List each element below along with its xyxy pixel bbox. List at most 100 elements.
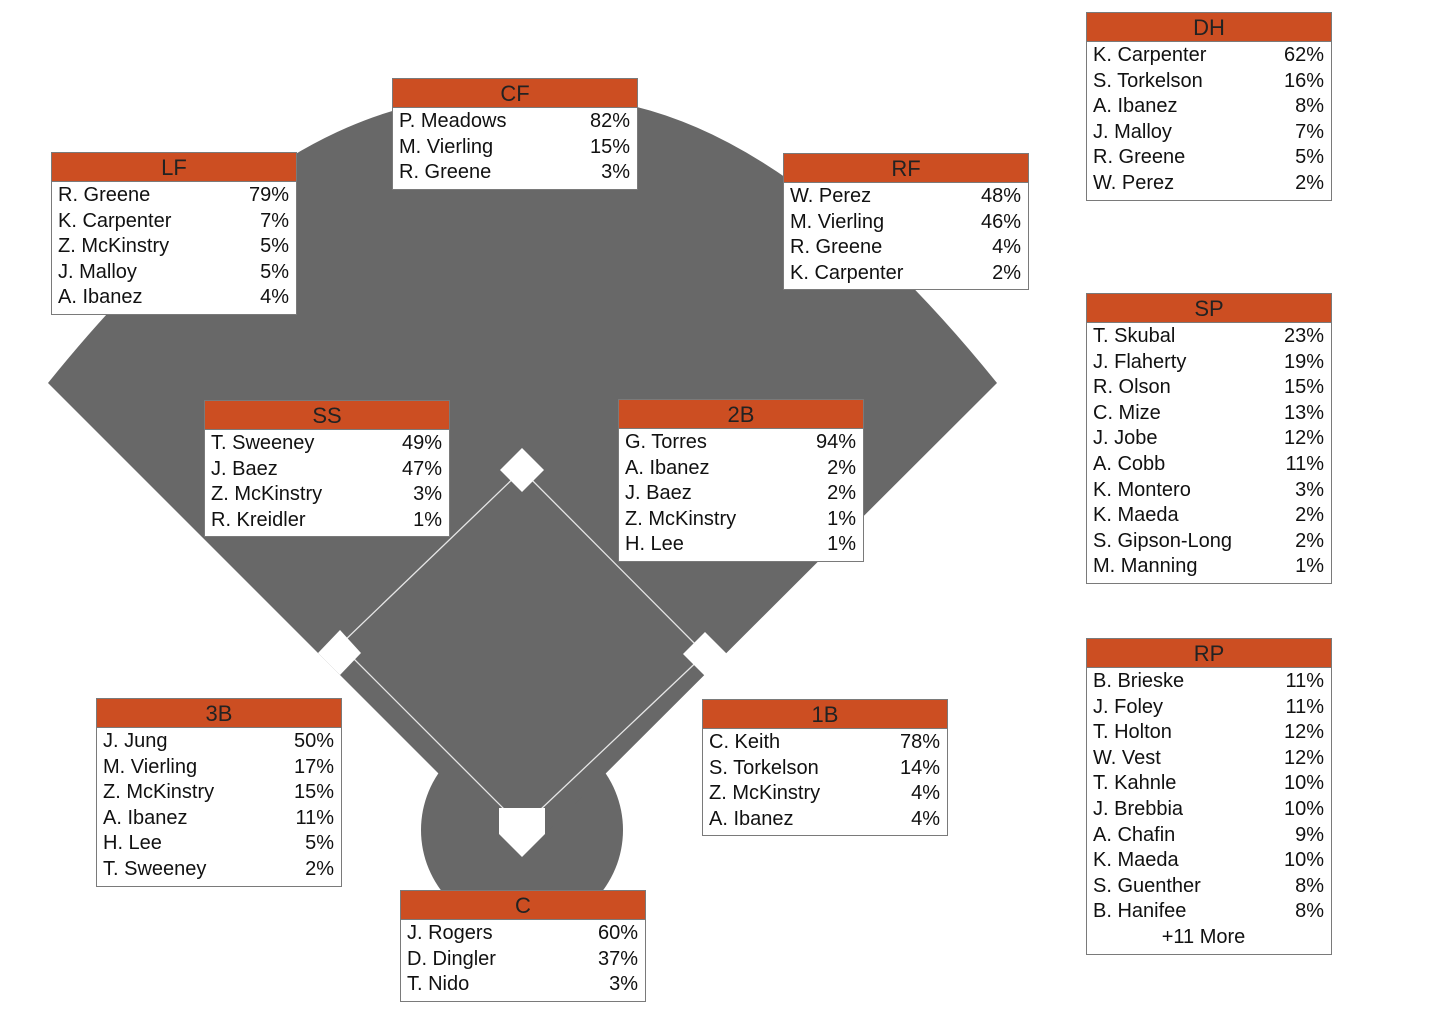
player-pct: 1%	[827, 507, 856, 530]
player-list-2b: G. Torres 94% A. Ibanez 2% J. Baez 2% Z. Mc…	[619, 429, 863, 561]
player-row: S. Guenther 8%	[1093, 874, 1324, 900]
second-base	[500, 448, 544, 492]
player-pct: 19%	[1283, 350, 1324, 373]
player-row: K. Maeda 10%	[1093, 848, 1324, 874]
player-row: J. Jung 50%	[103, 729, 334, 755]
player-row: J. Baez 2%	[625, 481, 856, 507]
player-row: Z. McKinstry 4%	[709, 781, 940, 807]
player-name: B. Hanifee	[1093, 900, 1187, 923]
position-label-c: C	[401, 891, 645, 920]
player-name: W. Perez	[790, 185, 872, 207]
player-name: A. Ibanez	[1093, 95, 1178, 118]
player-name: A. Ibanez	[58, 286, 143, 309]
position-card-c: C J. Rogers 60% D. Dingler 37% T. Nido 3%	[400, 890, 646, 1002]
player-pct: 8%	[1295, 900, 1324, 923]
player-name: K. Carpenter	[58, 209, 172, 232]
player-row: Z. McKinstry 3%	[211, 482, 442, 508]
player-name: K. Montero	[1093, 478, 1191, 501]
player-name: S. Gipson-Long	[1093, 529, 1232, 552]
player-name: K. Maeda	[1093, 849, 1179, 872]
player-name: S. Torkelson	[1093, 69, 1203, 92]
player-name: J. Jung	[103, 730, 168, 752]
player-row: T. Holton 12%	[1093, 720, 1324, 746]
player-name: Z. McKinstry	[211, 483, 323, 506]
position-card-rf: RF W. Perez 48% M. Vierling 46% R. Greene 4…	[783, 153, 1029, 291]
player-list-cf: P. Meadows 82% M. Vierling 15% R. Greene 3%	[393, 108, 637, 189]
player-name: Z. McKinstry	[625, 507, 737, 530]
player-name: J. Flaherty	[1093, 350, 1187, 373]
position-label-2b: 2B	[619, 400, 863, 429]
player-list-dh: K. Carpenter 62% S. Torkelson 16% A. Ibane…	[1087, 42, 1331, 200]
position-label-lf: LF	[52, 153, 296, 182]
player-pct: 2%	[827, 456, 856, 479]
position-card-cf: CF P. Meadows 82% M. Vierling 15% R. Green…	[392, 78, 638, 190]
player-name: A. Ibanez	[625, 456, 710, 479]
player-pct: 4%	[992, 236, 1021, 259]
player-row: G. Torres 94%	[625, 430, 856, 456]
player-pct: 60%	[597, 922, 638, 944]
player-list-ss: T. Sweeney 49% J. Baez 47% Z. McKinstry 3% …	[205, 430, 449, 536]
player-row: T. Sweeney 2%	[103, 857, 334, 883]
position-label-ss: SS	[205, 401, 449, 430]
player-list-3b: J. Jung 50% M. Vierling 17% Z. McKinstry 15…	[97, 728, 341, 886]
player-name: K. Maeda	[1093, 504, 1179, 527]
player-pct: 49%	[401, 432, 442, 454]
player-row: W. Vest 12%	[1093, 746, 1324, 772]
player-name: T. Skubal	[1093, 325, 1176, 347]
player-pct: 5%	[1295, 146, 1324, 169]
player-name: J. Baez	[625, 482, 692, 505]
player-row: R. Kreidler 1%	[211, 508, 442, 534]
player-row: B. Brieske 11%	[1093, 669, 1324, 695]
player-name: R. Greene	[790, 236, 883, 259]
player-name: J. Jobe	[1093, 427, 1158, 450]
player-pct: 3%	[609, 973, 638, 996]
player-row: A. Ibanez 4%	[58, 285, 289, 311]
player-row: T. Kahnle 10%	[1093, 771, 1324, 797]
player-pct: 15%	[589, 135, 630, 158]
player-pct: 23%	[1283, 325, 1324, 347]
position-card-dh: DH K. Carpenter 62% S. Torkelson 16% A. Ib…	[1086, 12, 1332, 201]
player-row: B. Hanifee 8%	[1093, 899, 1324, 925]
player-pct: 12%	[1283, 721, 1324, 744]
player-row: C. Mize 13%	[1093, 401, 1324, 427]
player-name: T. Nido	[407, 973, 470, 996]
player-row: T. Skubal 23%	[1093, 324, 1324, 350]
player-name: Z. McKinstry	[58, 235, 170, 258]
player-row: R. Greene 4%	[790, 235, 1021, 261]
player-row: J. Malloy 5%	[58, 260, 289, 286]
player-pct: 5%	[260, 235, 289, 258]
player-row: M. Vierling 15%	[399, 135, 630, 161]
position-card-2b: 2B G. Torres 94% A. Ibanez 2% J. Baez 2% Z.…	[618, 399, 864, 562]
player-row: A. Cobb 11%	[1093, 452, 1324, 478]
player-name: Z. McKinstry	[103, 781, 215, 804]
player-row: W. Perez 48%	[790, 184, 1021, 210]
player-row: J. Foley 11%	[1093, 695, 1324, 721]
player-row: J. Rogers 60%	[407, 921, 638, 947]
player-row: H. Lee 5%	[103, 831, 334, 857]
player-pct: 94%	[815, 431, 856, 453]
position-label-dh: DH	[1087, 13, 1331, 42]
player-name: M. Vierling	[399, 135, 494, 158]
more-players-link[interactable]: +11 More	[1161, 925, 1246, 948]
player-name: C. Keith	[709, 731, 781, 753]
player-name: H. Lee	[103, 832, 162, 855]
player-list-lf: R. Greene 79% K. Carpenter 7% Z. McKinstry…	[52, 182, 296, 314]
position-card-1b: 1B C. Keith 78% S. Torkelson 14% Z. McKins…	[702, 699, 948, 837]
player-pct: 50%	[293, 730, 334, 752]
player-row: T. Sweeney 49%	[211, 431, 442, 457]
player-name: G. Torres	[625, 431, 707, 453]
player-name: J. Foley	[1093, 695, 1164, 718]
player-list-1b: C. Keith 78% S. Torkelson 14% Z. McKinstry…	[703, 729, 947, 835]
first-base	[683, 632, 727, 676]
player-pct: 11%	[1285, 670, 1324, 692]
player-pct: 48%	[980, 185, 1021, 207]
player-name: B. Brieske	[1093, 670, 1185, 692]
player-name: D. Dingler	[407, 947, 496, 970]
player-name: A. Chafin	[1093, 823, 1176, 846]
player-list-rp: B. Brieske 11% J. Foley 11% T. Holton 12% W…	[1087, 668, 1331, 954]
home-plate	[499, 808, 545, 857]
player-list-rf: W. Perez 48% M. Vierling 46% R. Greene 4% K…	[784, 183, 1028, 289]
player-row: A. Ibanez 8%	[1093, 94, 1324, 120]
position-label-rf: RF	[784, 154, 1028, 183]
player-pct: 11%	[1285, 452, 1324, 475]
